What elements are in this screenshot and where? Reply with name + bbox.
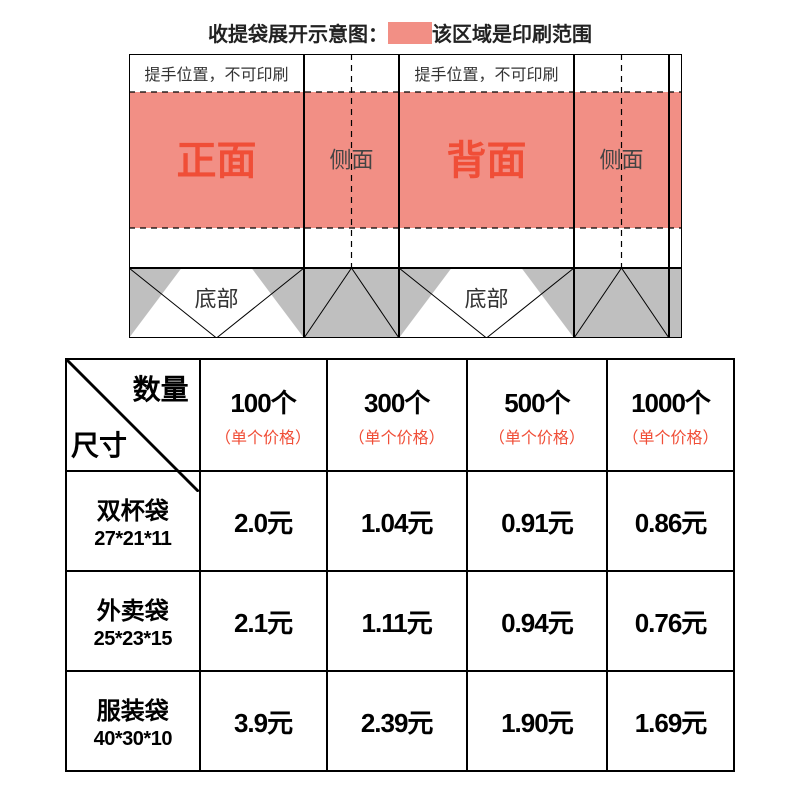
price-cell: 1.90元 bbox=[467, 671, 607, 771]
title-suffix: 该区域是印刷范围 bbox=[432, 18, 592, 47]
product-dims: 40*30*10 bbox=[67, 728, 199, 751]
qty-header: 100个 （单个价格） bbox=[200, 359, 327, 471]
price-value: 0.86元 bbox=[635, 508, 707, 538]
price-value: 2.0元 bbox=[234, 508, 292, 538]
price-value: 0.94元 bbox=[501, 608, 573, 638]
price-cell: 0.76元 bbox=[607, 571, 734, 671]
qty-sub: （单个价格） bbox=[608, 424, 733, 448]
svg-text:背面: 背面 bbox=[447, 138, 527, 183]
table-corner-cell: 数量尺寸 bbox=[66, 359, 200, 471]
qty-sub: （单个价格） bbox=[328, 424, 466, 448]
svg-text:底部: 底部 bbox=[194, 287, 238, 312]
price-cell: 2.39元 bbox=[327, 671, 467, 771]
price-value: 0.76元 bbox=[635, 608, 707, 638]
qty-header: 300个 （单个价格） bbox=[327, 359, 467, 471]
qty-main: 300个 bbox=[328, 383, 466, 420]
product-name: 服装袋 bbox=[67, 691, 199, 726]
svg-text:侧面: 侧面 bbox=[329, 148, 373, 173]
product-name: 双杯袋 bbox=[67, 491, 199, 526]
price-value: 2.39元 bbox=[361, 708, 433, 738]
svg-text:提手位置，不可印刷: 提手位置，不可印刷 bbox=[414, 66, 558, 84]
qty-main: 100个 bbox=[201, 383, 326, 420]
print-area-swatch bbox=[388, 22, 432, 44]
price-cell: 2.1元 bbox=[200, 571, 327, 671]
price-value: 1.90元 bbox=[501, 708, 573, 738]
product-dims: 25*23*15 bbox=[67, 628, 199, 651]
row-header: 外卖袋25*23*15 bbox=[66, 571, 200, 671]
price-value: 1.04元 bbox=[361, 508, 433, 538]
price-cell: 0.94元 bbox=[467, 571, 607, 671]
svg-text:侧面: 侧面 bbox=[599, 148, 643, 173]
price-value: 1.11元 bbox=[362, 608, 432, 638]
row-header: 服装袋40*30*10 bbox=[66, 671, 200, 771]
svg-text:底部: 底部 bbox=[464, 287, 508, 312]
product-name: 外卖袋 bbox=[67, 591, 199, 626]
price-cell: 2.0元 bbox=[200, 471, 327, 571]
product-dims: 27*21*11 bbox=[67, 528, 199, 551]
svg-text:正面: 正面 bbox=[177, 138, 257, 183]
price-cell: 3.9元 bbox=[200, 671, 327, 771]
corner-top-label: 数量 bbox=[133, 368, 189, 408]
price-cell: 0.91元 bbox=[467, 471, 607, 571]
qty-header: 1000个 （单个价格） bbox=[607, 359, 734, 471]
qty-sub: （单个价格） bbox=[468, 424, 606, 448]
pricing-table: 数量尺寸100个（单个价格）300个（单个价格）500个（单个价格）1000个（… bbox=[65, 358, 735, 772]
svg-text:提手位置，不可印刷: 提手位置，不可印刷 bbox=[144, 66, 288, 84]
price-cell: 1.11元 bbox=[327, 571, 467, 671]
title-prefix: 收提袋展开示意图： bbox=[208, 18, 388, 47]
price-cell: 0.86元 bbox=[607, 471, 734, 571]
qty-main: 1000个 bbox=[608, 383, 733, 420]
qty-header: 500个 （单个价格） bbox=[467, 359, 607, 471]
price-value: 2.1元 bbox=[234, 608, 292, 638]
bag-unfold-diagram: 底部 底部 提手位置，不可印刷 提手位置，不可印刷正面 侧面 背面 侧面 bbox=[129, 54, 682, 338]
diagram-title: 收提袋展开示意图： 该区域是印刷范围 bbox=[0, 18, 800, 47]
price-value: 0.91元 bbox=[501, 508, 573, 538]
price-cell: 1.04元 bbox=[327, 471, 467, 571]
price-cell: 1.69元 bbox=[607, 671, 734, 771]
corner-bottom-label: 尺寸 bbox=[71, 424, 127, 464]
qty-sub: （单个价格） bbox=[201, 424, 326, 448]
qty-main: 500个 bbox=[468, 383, 606, 420]
price-value: 3.9元 bbox=[234, 708, 292, 738]
price-value: 1.69元 bbox=[635, 708, 707, 738]
